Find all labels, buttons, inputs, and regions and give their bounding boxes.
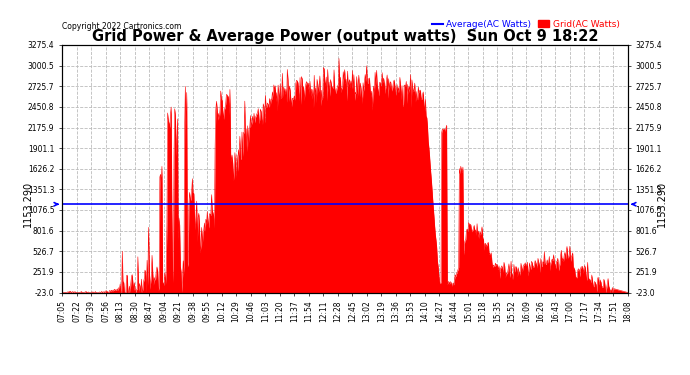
Legend: Average(AC Watts), Grid(AC Watts): Average(AC Watts), Grid(AC Watts) [428,16,623,32]
Text: 1153.290: 1153.290 [657,181,667,227]
Text: 1153.290: 1153.290 [23,181,33,227]
Title: Grid Power & Average Power (output watts)  Sun Oct 9 18:22: Grid Power & Average Power (output watts… [92,29,598,44]
Text: Copyright 2022 Cartronics.com: Copyright 2022 Cartronics.com [62,22,181,32]
